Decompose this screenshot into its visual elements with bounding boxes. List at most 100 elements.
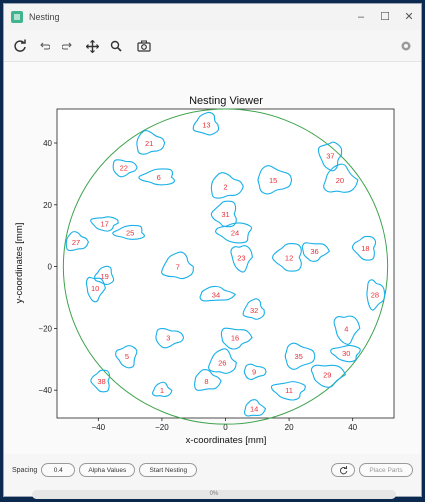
y-tick-label: 0 xyxy=(48,263,53,272)
part-label-13: 13 xyxy=(202,120,210,129)
part-outline-29 xyxy=(310,364,347,388)
part-label-6: 6 xyxy=(157,173,161,182)
refresh-icon[interactable] xyxy=(9,35,31,57)
part-label-11: 11 xyxy=(285,386,293,395)
title-bar: Nesting – ☐ ✕ xyxy=(4,4,421,30)
move-icon[interactable] xyxy=(81,35,103,57)
place-parts-button[interactable]: Place Parts xyxy=(359,463,413,477)
y-tick-label: −40 xyxy=(38,386,52,395)
part-outline-14 xyxy=(243,399,267,417)
zoom-icon[interactable] xyxy=(105,35,127,57)
part-label-23: 23 xyxy=(237,253,245,262)
part-outline-22 xyxy=(112,159,138,178)
part-outline-11 xyxy=(270,381,306,401)
part-label-1: 1 xyxy=(160,386,164,395)
part-label-3: 3 xyxy=(166,334,170,343)
x-tick-label: 20 xyxy=(285,423,294,432)
part-outline-24 xyxy=(215,222,253,244)
part-outline-6 xyxy=(138,168,176,186)
alpha-values-button[interactable]: Alpha Values xyxy=(79,463,136,477)
part-label-17: 17 xyxy=(101,219,109,228)
x-tick-label: −40 xyxy=(92,423,106,432)
part-outline-2 xyxy=(210,172,244,199)
part-outline-38 xyxy=(90,369,111,393)
part-label-36: 36 xyxy=(310,247,318,256)
nesting-plot[interactable]: Nesting Viewer x-coordinates [mm] y-coor… xyxy=(4,62,423,454)
part-label-26: 26 xyxy=(218,358,226,367)
part-outline-23 xyxy=(230,245,253,273)
part-label-14: 14 xyxy=(250,405,258,414)
part-outline-37 xyxy=(317,141,343,172)
part-outline-25 xyxy=(112,224,145,240)
spacing-input[interactable]: 0.4 xyxy=(41,463,76,477)
part-outline-30 xyxy=(330,344,361,363)
part-label-21: 21 xyxy=(145,139,153,148)
part-label-31: 31 xyxy=(221,210,229,219)
maximize-button[interactable]: ☐ xyxy=(380,11,390,23)
part-outline-18 xyxy=(351,235,377,261)
part-outline-7 xyxy=(161,251,194,280)
y-tick-label: 20 xyxy=(43,201,52,210)
part-label-12: 12 xyxy=(285,253,293,262)
part-outline-26 xyxy=(207,348,237,374)
part-label-20: 20 xyxy=(336,176,344,185)
camera-icon[interactable] xyxy=(133,35,155,57)
part-outline-34 xyxy=(199,285,237,302)
refresh-icon[interactable] xyxy=(331,463,355,477)
part-outline-15 xyxy=(257,165,293,195)
settings-icon[interactable] xyxy=(395,35,417,57)
part-outline-8 xyxy=(194,369,222,391)
x-axis-label: x-coordinates [mm] xyxy=(186,435,267,446)
app-window: Nesting – ☐ ✕ Nesting Viewer xyxy=(3,3,422,499)
part-outline-3 xyxy=(155,328,185,349)
part-label-29: 29 xyxy=(323,371,331,380)
part-outline-13 xyxy=(192,111,220,136)
part-outline-16 xyxy=(220,327,253,350)
plot-area[interactable]: Nesting Viewer x-coordinates [mm] y-coor… xyxy=(4,62,421,454)
part-label-4: 4 xyxy=(344,324,348,333)
part-label-25: 25 xyxy=(126,229,134,238)
progress-bar: 0% xyxy=(32,490,396,499)
container-circle xyxy=(62,108,389,425)
part-label-27: 27 xyxy=(72,238,80,247)
part-label-28: 28 xyxy=(371,290,379,299)
close-button[interactable]: ✕ xyxy=(404,11,414,23)
part-outline-27 xyxy=(65,231,90,252)
part-outline-20 xyxy=(323,163,359,193)
part-outline-10 xyxy=(85,276,107,303)
chart-title: Nesting Viewer xyxy=(189,95,263,107)
part-outline-36 xyxy=(301,242,330,262)
part-outline-19 xyxy=(94,265,115,286)
part-label-18: 18 xyxy=(361,244,369,253)
part-label-15: 15 xyxy=(269,176,277,185)
start-nesting-button[interactable]: Start Nesting xyxy=(139,463,198,477)
window-title: Nesting xyxy=(29,12,60,22)
part-label-10: 10 xyxy=(91,284,99,293)
part-outline-12 xyxy=(272,243,302,272)
part-outline-35 xyxy=(284,342,316,370)
part-label-7: 7 xyxy=(176,263,180,272)
part-label-16: 16 xyxy=(231,334,239,343)
part-label-22: 22 xyxy=(120,164,128,173)
redo-icon[interactable] xyxy=(57,35,79,57)
part-label-19: 19 xyxy=(101,272,109,281)
x-tick-label: 0 xyxy=(223,423,228,432)
part-label-5: 5 xyxy=(125,352,129,361)
y-tick-label: 40 xyxy=(43,139,52,148)
part-outline-21 xyxy=(136,130,166,155)
part-outline-17 xyxy=(90,216,119,232)
part-outline-5 xyxy=(115,345,138,369)
part-label-34: 34 xyxy=(212,290,220,299)
part-outline-9 xyxy=(243,363,267,380)
part-label-37: 37 xyxy=(326,151,334,160)
x-tick-label: 40 xyxy=(348,423,357,432)
part-label-32: 32 xyxy=(250,306,258,315)
part-label-35: 35 xyxy=(294,352,302,361)
nesting-controls: Spacing 0.4 Alpha Values Start Nesting P… xyxy=(4,459,421,481)
plot-toolbar xyxy=(4,31,421,62)
part-label-24: 24 xyxy=(231,229,239,238)
minimize-button[interactable]: – xyxy=(357,11,365,23)
part-outline-4 xyxy=(333,315,361,345)
undo-icon[interactable] xyxy=(33,35,55,57)
part-label-38: 38 xyxy=(97,377,105,386)
